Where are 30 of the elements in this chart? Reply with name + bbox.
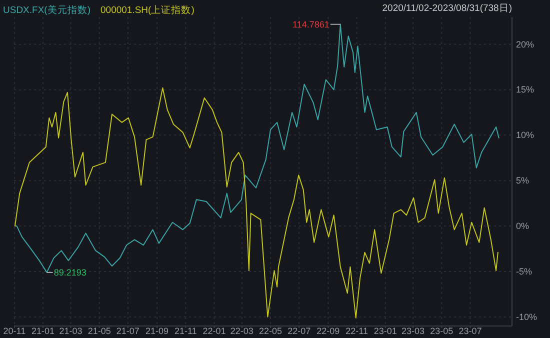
y-tick-label: 0% bbox=[516, 221, 530, 232]
y-tick-label: 5% bbox=[516, 176, 530, 186]
x-tick-label: 23-01 bbox=[374, 326, 397, 336]
y-tick-label: -10% bbox=[516, 312, 538, 322]
annotation: 89.2193 bbox=[54, 267, 86, 278]
x-tick-label: 23-05 bbox=[430, 326, 454, 336]
chart-subtitle: 2020/11/02-2023/08/31(738日) bbox=[382, 3, 512, 14]
x-tick-label: 22-01 bbox=[202, 326, 226, 336]
x-tick-label: 22-09 bbox=[316, 326, 340, 336]
x-tick-label: 23-07 bbox=[458, 326, 482, 336]
y-tick-label: 15% bbox=[516, 84, 534, 95]
y-tick-label: 20% bbox=[516, 39, 534, 50]
x-tick-label: 23-03 bbox=[402, 326, 425, 336]
line-series bbox=[14, 87, 498, 318]
x-tick-label: 21-07 bbox=[116, 326, 140, 336]
x-tick-label: 21-05 bbox=[88, 326, 111, 336]
x-tick-label: 22-07 bbox=[288, 326, 311, 336]
y-tick-label: -5% bbox=[516, 266, 532, 276]
annotation: 114.7861 bbox=[292, 19, 330, 30]
x-tick-label: 22-11 bbox=[346, 326, 368, 336]
x-tick-label: 20-11 bbox=[3, 326, 26, 336]
x-tick-label: 22-05 bbox=[258, 326, 282, 336]
x-tick-label: 22-03 bbox=[230, 326, 254, 336]
x-tick-label: 21-01 bbox=[32, 326, 55, 336]
y-tick-label: 10% bbox=[516, 130, 534, 140]
text: USDX.FX(美元指数) bbox=[3, 4, 90, 16]
x-tick-label: 21-11 bbox=[174, 326, 197, 336]
x-tick-label: 21-03 bbox=[59, 326, 82, 336]
x-tick-label: 21-09 bbox=[146, 326, 169, 336]
text: 000001.SH(上证指数) bbox=[100, 4, 194, 16]
